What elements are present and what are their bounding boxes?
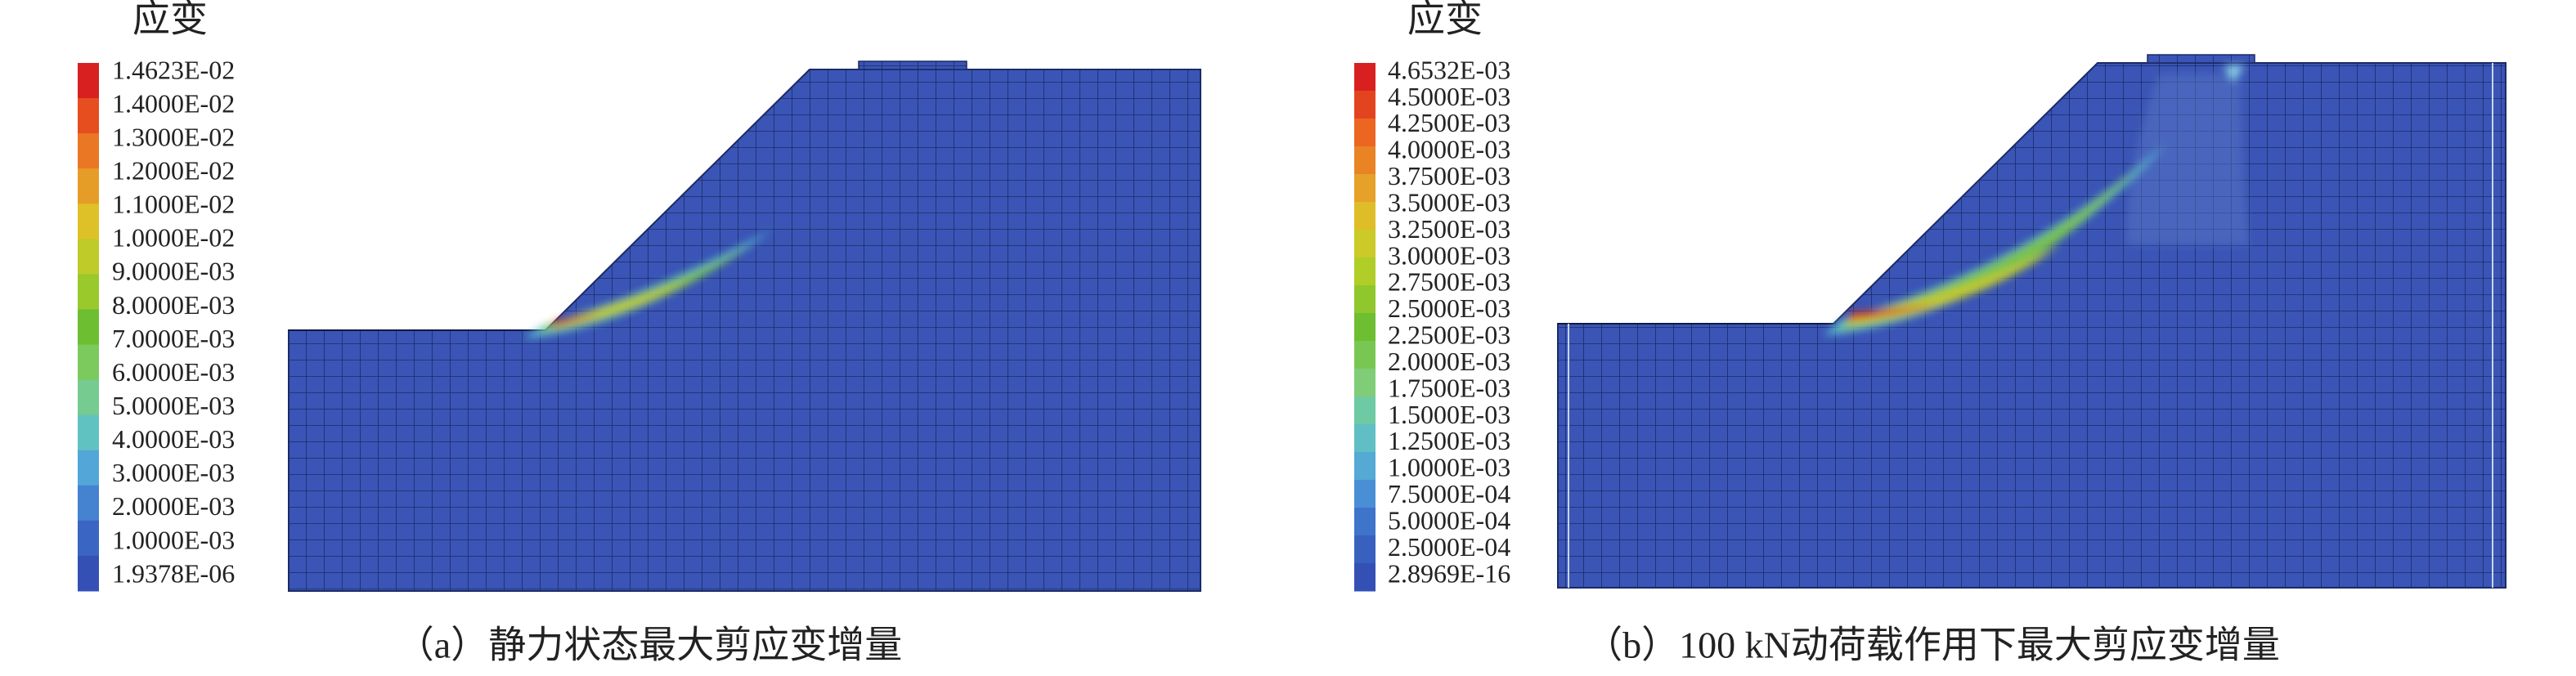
colorbar-segment <box>1354 369 1376 397</box>
legend-label: 2.7500E-03 <box>1388 267 1510 297</box>
colorbar-segment <box>78 274 99 310</box>
colorbar-segment <box>1354 174 1376 203</box>
legend-label: 3.5000E-03 <box>1388 187 1510 217</box>
caption: （b）100 kN动荷载作用下最大剪应变增量 <box>1585 625 2280 666</box>
legend-label: 2.0000E-03 <box>112 491 235 521</box>
legend-label: 2.5000E-04 <box>1388 532 1510 562</box>
colorbar-segment <box>78 309 99 346</box>
mesh-a <box>288 60 1201 592</box>
colorbar-segment <box>78 204 99 240</box>
legend-label: 4.0000E-03 <box>1388 135 1510 164</box>
colorbar-segment <box>1354 341 1376 369</box>
colorbar-segment <box>1354 508 1376 536</box>
legend-label: 1.3000E-02 <box>112 122 235 151</box>
colorbar-segment <box>78 63 99 99</box>
legend-label: 2.2500E-03 <box>1388 320 1510 350</box>
colorbar-segment <box>78 133 99 169</box>
colorbar-segment <box>1354 230 1376 258</box>
colorbar-segment <box>78 414 99 451</box>
colorbar-segment <box>1354 257 1376 286</box>
colorbar-segment <box>78 344 99 381</box>
legend-label: 1.2000E-02 <box>112 156 235 186</box>
colorbar-segment <box>1354 63 1376 92</box>
legend-label: 1.1000E-02 <box>112 190 235 219</box>
caption: （a）静力状态最大剪应变增量 <box>397 625 902 666</box>
legend-label: 3.0000E-03 <box>1388 240 1510 270</box>
legend-label: 1.0000E-02 <box>112 223 235 253</box>
legend-label: 4.5000E-03 <box>1388 82 1510 111</box>
legend-label: 1.4000E-02 <box>112 88 235 118</box>
colorbar-segment <box>1354 313 1376 342</box>
legend-label: 3.0000E-03 <box>112 458 235 487</box>
legend-label: 7.0000E-03 <box>112 324 235 353</box>
colorbar-segment <box>78 239 99 275</box>
legend-label: 1.0000E-03 <box>1388 453 1510 482</box>
colorbar-segment <box>78 98 99 134</box>
legend-label: 7.5000E-04 <box>1388 479 1510 508</box>
legend-label: 1.0000E-03 <box>112 525 235 554</box>
colorbar-segment <box>78 450 99 486</box>
legend-label: 5.0000E-04 <box>1388 506 1510 535</box>
colorbar-segment <box>78 555 99 592</box>
colorbar-segment <box>1354 91 1376 119</box>
legend-label: 9.0000E-03 <box>112 257 235 286</box>
legend-label: 4.0000E-03 <box>112 424 235 454</box>
legend-label: 1.2500E-03 <box>1388 426 1510 455</box>
legend-label: 2.5000E-03 <box>1388 293 1510 323</box>
legend-title: 应变 <box>132 0 208 40</box>
colorbar-segment <box>78 379 99 416</box>
colorbar-segment <box>1354 563 1376 592</box>
mesh-b <box>1557 54 2506 589</box>
colorbar-segment <box>1354 452 1376 481</box>
legend-label: 3.7500E-03 <box>1388 161 1510 190</box>
legend-label: 1.4623E-02 <box>112 55 235 84</box>
colorbar-segment <box>1354 535 1376 564</box>
colorbar-segment <box>1354 396 1376 425</box>
legend-label: 1.9378E-06 <box>112 558 235 588</box>
legend-label: 3.2500E-03 <box>1388 214 1510 244</box>
colorbar-segment <box>78 520 99 557</box>
legend-label: 8.0000E-03 <box>112 290 235 320</box>
colorbar-segment <box>78 485 99 522</box>
legend-title: 应变 <box>1407 0 1483 40</box>
legend-label: 4.2500E-03 <box>1388 108 1510 137</box>
colorbar-segment <box>78 168 99 204</box>
legend-label: 6.0000E-03 <box>112 357 235 387</box>
colorbar-segment <box>1354 480 1376 508</box>
colorbar-segment <box>1354 424 1376 453</box>
legend-label: 2.8969E-16 <box>1388 558 1510 588</box>
legend-label: 1.5000E-03 <box>1388 400 1510 429</box>
legend-label: 2.0000E-03 <box>1388 347 1510 376</box>
legend-label: 4.6532E-03 <box>1388 55 1510 84</box>
legend-label: 5.0000E-03 <box>112 391 235 420</box>
colorbar-segment <box>1354 285 1376 314</box>
legend-label: 1.7500E-03 <box>1388 373 1510 402</box>
colorbar-segment <box>1354 146 1376 175</box>
colorbar-segment <box>1354 119 1376 147</box>
colorbar-segment <box>1354 202 1376 231</box>
